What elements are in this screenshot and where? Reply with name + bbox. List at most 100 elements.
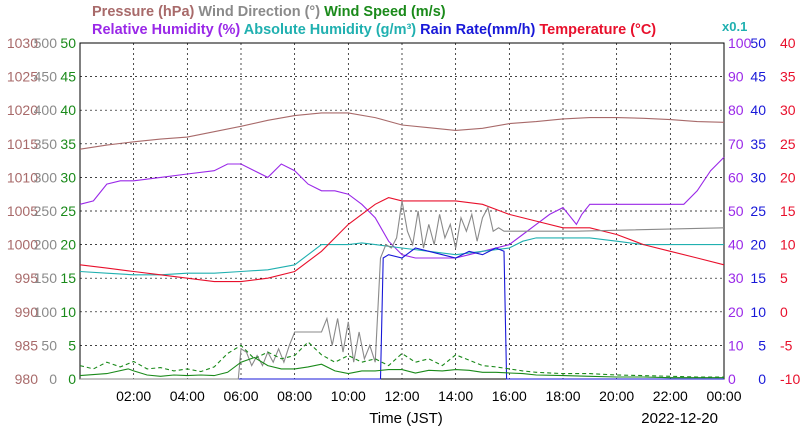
tick-label-wind-direction: 500 xyxy=(34,35,58,51)
tick-label-humidity: 0 xyxy=(728,371,736,387)
tick-label-rain-rate: 30 xyxy=(750,169,766,185)
series-line-pressure xyxy=(79,112,725,150)
x-tick-label: 02:00 xyxy=(116,388,151,404)
tick-label-wind-speed: 15 xyxy=(60,270,76,286)
tick-label-wind-direction: 250 xyxy=(34,203,58,219)
tick-label-wind-speed: 30 xyxy=(60,169,76,185)
tick-label-wind-speed: 35 xyxy=(60,136,76,152)
tick-label-temperature: 20 xyxy=(780,169,796,185)
legend-entry: Pressure (hPa) xyxy=(92,4,195,20)
tick-label-rain-rate: 20 xyxy=(750,237,766,253)
tick-label-temperature: 30 xyxy=(780,102,796,118)
tick-label-wind-direction: 200 xyxy=(34,237,58,253)
tick-label-rain-rate: 40 xyxy=(750,102,766,118)
x-tick-label: 18:00 xyxy=(545,388,580,404)
tick-label-wind-direction: 150 xyxy=(34,270,58,286)
tick-label-pressure: 1030 xyxy=(7,35,38,51)
x-tick-label: 00:00 xyxy=(706,388,741,404)
tick-label-pressure: 980 xyxy=(15,371,39,387)
axes-layer: 9809859909951000100510101015102010251030… xyxy=(7,35,800,404)
tick-label-humidity: 20 xyxy=(728,304,744,320)
legend-row: Pressure (hPa) Wind Direction (°) Wind S… xyxy=(92,4,446,20)
legend-entry: Rain Rate(mm/h) xyxy=(416,22,535,38)
tick-label-humidity: 100 xyxy=(728,35,752,51)
tick-label-pressure: 1005 xyxy=(7,203,38,219)
legend-entry: Relative Humidity (%) xyxy=(92,22,240,38)
x-tick-label: 22:00 xyxy=(653,388,688,404)
legend-entry: Wind Speed (m/s) xyxy=(320,4,446,20)
x-tick-label: 08:00 xyxy=(277,388,312,404)
tick-label-pressure: 1010 xyxy=(7,169,38,185)
tick-label-temperature: 15 xyxy=(780,203,796,219)
tick-label-wind-direction: 50 xyxy=(41,337,57,353)
tick-label-temperature: 25 xyxy=(780,136,796,152)
series-line-temperature xyxy=(79,197,725,283)
tick-label-wind-direction: 100 xyxy=(34,304,58,320)
legend-entry: Wind Direction (°) xyxy=(194,4,320,20)
x-tick-label: 10:00 xyxy=(331,388,366,404)
tick-label-humidity: 40 xyxy=(728,237,744,253)
tick-label-humidity: 90 xyxy=(728,69,744,85)
series-line-wind-direction xyxy=(80,200,725,380)
tick-label-temperature: 10 xyxy=(780,237,796,253)
legend: Pressure (hPa) Wind Direction (°) Wind S… xyxy=(92,4,747,38)
series-line-wind-speed xyxy=(79,356,724,379)
x-tick-label: 20:00 xyxy=(599,388,634,404)
tick-label-pressure: 1000 xyxy=(7,237,38,253)
legend-entry: Temperature (°C) xyxy=(535,22,656,38)
x-axis-label: Time (JST) xyxy=(369,410,443,427)
x-tick-label: 12:00 xyxy=(384,388,419,404)
legend-row: Relative Humidity (%) Absolute Humidity … xyxy=(92,22,656,38)
tick-label-wind-speed: 5 xyxy=(68,337,76,353)
series-line-rain-rate xyxy=(80,247,724,380)
date-label: 2022-12-20 xyxy=(641,410,718,427)
x-tick-label: 16:00 xyxy=(492,388,527,404)
grid xyxy=(80,43,724,379)
tick-label-pressure: 990 xyxy=(15,304,39,320)
tick-label-pressure: 1025 xyxy=(7,69,38,85)
tick-label-wind-speed: 25 xyxy=(60,203,76,219)
tick-label-humidity: 80 xyxy=(728,102,744,118)
tick-label-wind-direction: 0 xyxy=(49,371,57,387)
tick-label-rain-rate: 0 xyxy=(758,371,766,387)
x-tick-label: 14:00 xyxy=(438,388,473,404)
tick-label-rain-rate: 35 xyxy=(750,136,766,152)
tick-label-rain-rate: 50 xyxy=(750,35,766,51)
x-tick-label: 06:00 xyxy=(223,388,258,404)
tick-label-wind-speed: 50 xyxy=(60,35,76,51)
tick-label-pressure: 995 xyxy=(15,270,39,286)
series-line-humidity xyxy=(79,156,725,259)
tick-label-wind-speed: 10 xyxy=(60,304,76,320)
tick-label-wind-speed: 0 xyxy=(68,371,76,387)
tick-label-wind-direction: 400 xyxy=(34,102,58,118)
tick-label-rain-rate: 5 xyxy=(758,337,766,353)
tick-label-pressure: 1015 xyxy=(7,136,38,152)
tick-label-wind-speed: 20 xyxy=(60,237,76,253)
tick-label-wind-direction: 350 xyxy=(34,136,58,152)
tick-label-rain-rate: 25 xyxy=(750,203,766,219)
tick-label-temperature: -5 xyxy=(780,337,793,353)
tick-label-pressure: 1020 xyxy=(7,102,38,118)
tick-label-humidity: 50 xyxy=(728,203,744,219)
tick-label-humidity: 30 xyxy=(728,270,744,286)
tick-label-temperature: 0 xyxy=(780,304,788,320)
tick-label-temperature: 35 xyxy=(780,69,796,85)
tick-label-rain-rate: 10 xyxy=(750,304,766,320)
tick-label-temperature: 5 xyxy=(780,270,788,286)
tick-label-rain-rate: 45 xyxy=(750,69,766,85)
tick-label-wind-speed: 40 xyxy=(60,102,76,118)
x-tick-label: 04:00 xyxy=(170,388,205,404)
tick-label-humidity: 60 xyxy=(728,169,744,185)
tick-label-temperature: -10 xyxy=(780,371,800,387)
tick-label-temperature: 40 xyxy=(780,35,796,51)
tick-label-humidity: 10 xyxy=(728,337,744,353)
legend-entry: Absolute Humidity (g/m³) xyxy=(240,22,416,38)
tick-label-wind-speed: 45 xyxy=(60,69,76,85)
series-line-wind-speed xyxy=(79,341,724,378)
tick-label-humidity: 70 xyxy=(728,136,744,152)
tick-label-rain-rate: 15 xyxy=(750,270,766,286)
series-layer xyxy=(79,112,725,380)
tick-label-pressure: 985 xyxy=(15,337,39,353)
